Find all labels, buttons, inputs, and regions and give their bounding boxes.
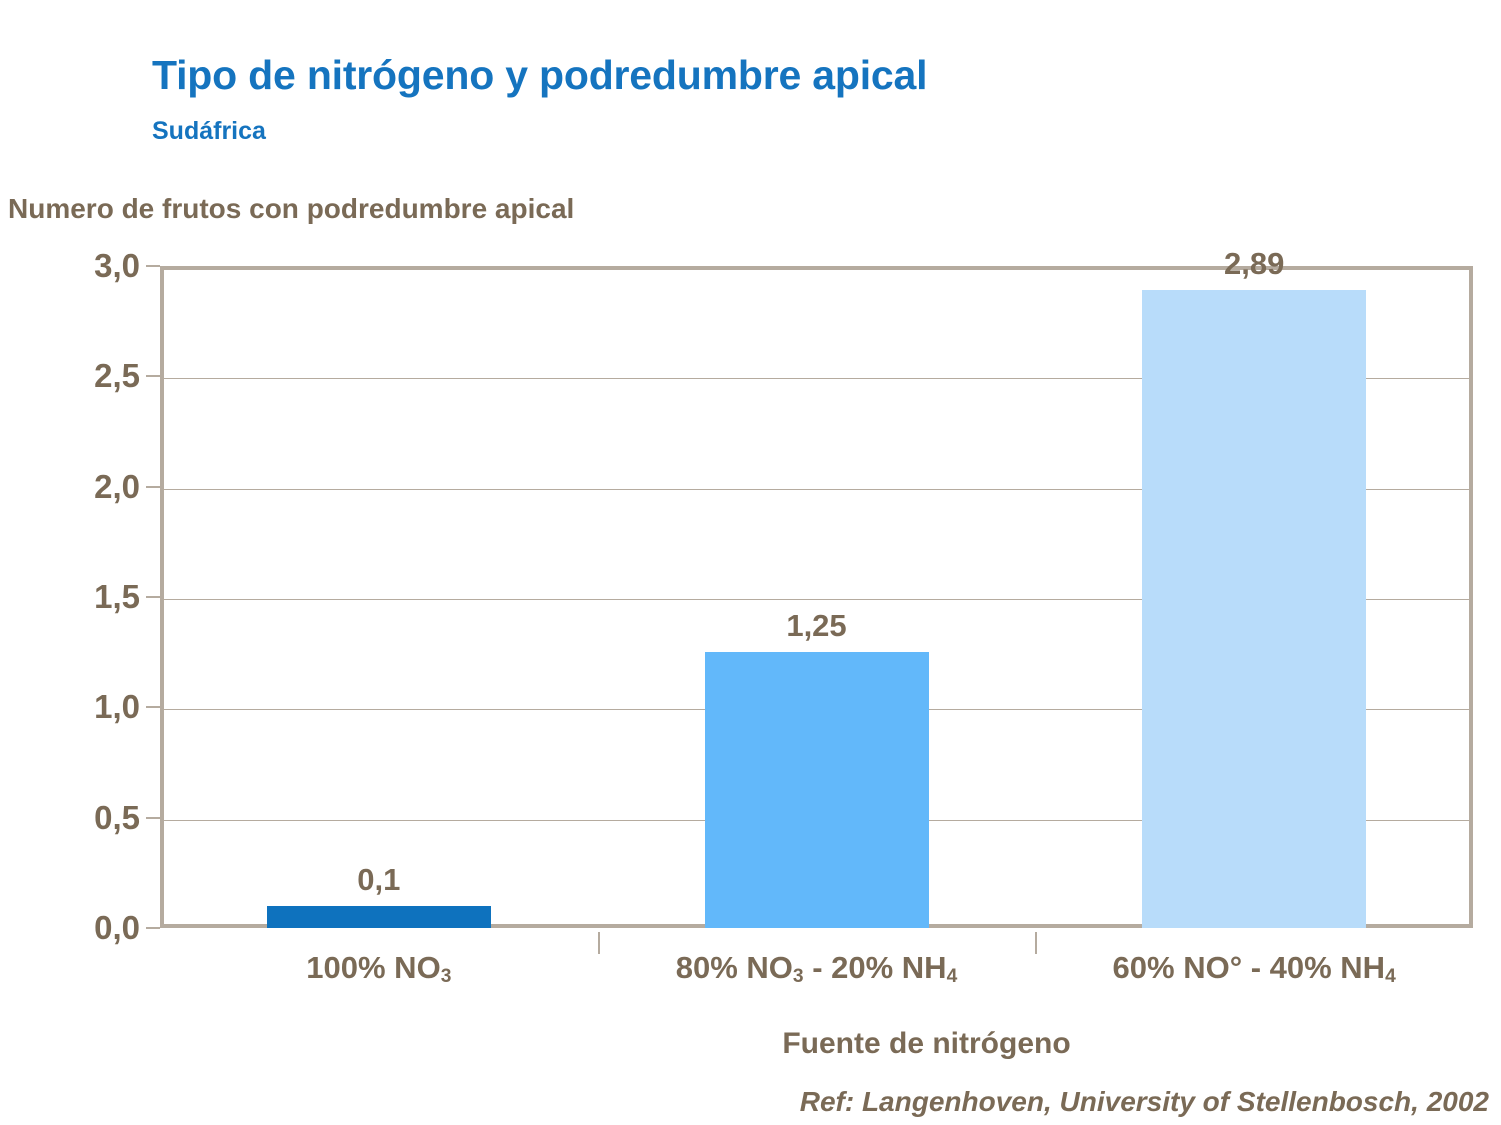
y-axis-tick-labels: 0,0 0,5 1,0 1,5 2,0 2,5 3,0 xyxy=(30,247,140,946)
x-axis-title: Fuente de nitrógeno xyxy=(0,1027,1501,1061)
y-axis-tick-mark xyxy=(146,485,160,488)
y-axis-tick-label: 0,5 xyxy=(94,798,140,836)
y-axis-tick-label: 1,5 xyxy=(94,578,140,615)
y-axis-tick-marks xyxy=(144,265,160,929)
y-axis-tick-label: 2,0 xyxy=(94,467,140,505)
y-axis-tick-mark xyxy=(146,816,160,819)
y-axis-tick-mark xyxy=(146,375,160,378)
gridline xyxy=(164,599,1469,600)
y-axis-tick-mark xyxy=(146,706,160,709)
x-axis-category-label: 60% NO° - 40% NH4 xyxy=(1112,950,1396,988)
x-axis-category-separator xyxy=(1035,932,1038,954)
y-axis-tick-mark xyxy=(146,596,160,598)
page-subtitle: Sudáfrica xyxy=(152,117,266,145)
y-axis-tick-label: 1,0 xyxy=(94,688,140,726)
x-axis-title-text: Fuente de nitrógeno xyxy=(782,1027,1071,1060)
y-axis-tick-label: 0,0 xyxy=(94,909,140,946)
gridline xyxy=(164,819,1469,821)
gridline xyxy=(164,488,1469,490)
plot-area xyxy=(160,266,1473,928)
page-title: Tipo de nitrógeno y podredumbre apical xyxy=(152,52,928,98)
x-axis-category-separator xyxy=(597,932,600,954)
x-axis-category-label: 80% NO3 - 20% NH4 xyxy=(675,950,958,988)
gridline xyxy=(164,378,1469,380)
x-axis-category-label: 100% NO3 xyxy=(306,950,452,988)
y-axis-tick-mark xyxy=(146,265,160,267)
y-axis-tick-label: 2,5 xyxy=(94,357,140,395)
y-axis-tick-label: 3,0 xyxy=(94,247,140,284)
reference-note: Ref: Langenhoven, University of Stellenb… xyxy=(799,1086,1489,1117)
y-axis-title: Numero de frutos con podredumbre apical xyxy=(8,193,575,224)
y-axis-tick-mark xyxy=(146,927,160,929)
gridline xyxy=(164,709,1469,711)
